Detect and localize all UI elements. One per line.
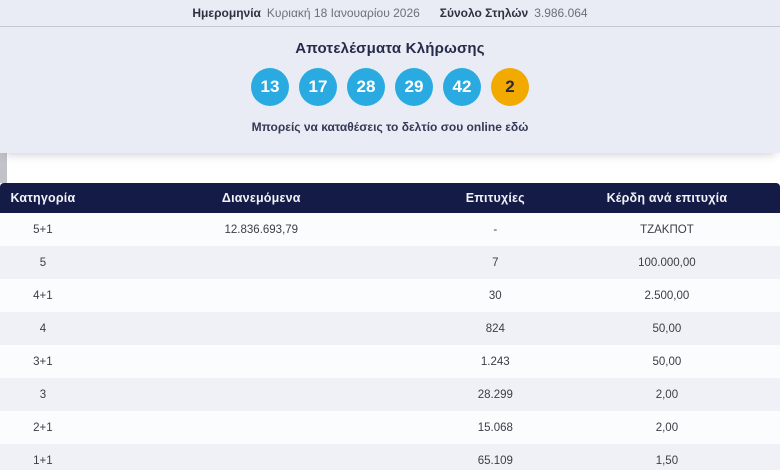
category-cell: 4+1 — [0, 279, 86, 312]
distributed-cell — [85, 378, 437, 411]
distributed-cell — [85, 345, 437, 378]
table-row: 4+1 30 2.500,00 — [0, 279, 780, 312]
total-columns-label: Σύνολο Στηλών — [439, 6, 529, 20]
deposit-online-link[interactable]: Μπορείς να καταθέσεις το δελτίο σου onli… — [251, 120, 529, 134]
winners-cell: 7 — [436, 246, 554, 279]
distributed-cell — [85, 411, 437, 444]
number-ball: 13 — [251, 68, 289, 106]
results-title: Αποτελέσματα Κλήρωσης — [295, 40, 485, 57]
table-row: 3 28.299 2,00 — [0, 378, 780, 411]
winners-cell: - — [436, 213, 554, 246]
category-cell: 5+1 — [0, 213, 86, 246]
winners-cell: 28.299 — [436, 378, 554, 411]
prize-cell: 100.000,00 — [553, 246, 780, 279]
winners-cell: 824 — [436, 312, 554, 345]
category-cell: 5 — [0, 246, 86, 279]
number-ball: 28 — [347, 68, 385, 106]
draw-results-panel: Αποτελέσματα Κλήρωσης 13 17 28 29 42 2 Μπορεί… — [0, 27, 780, 153]
table-row: 5+1 12.836.693,79- ΤΖΑΚΠΟΤ — [0, 213, 780, 246]
distributed-cell — [85, 312, 437, 345]
table-row: 2+1 15.068 2,00 — [0, 411, 780, 444]
distributed-cell: 12.836.693,79 — [85, 213, 437, 246]
winners-cell: 30 — [436, 279, 554, 312]
distributed-cell — [85, 444, 437, 470]
total-columns-value: 3.986.064 — [534, 6, 588, 20]
category-cell: 4 — [0, 312, 86, 345]
category-cell: 2+1 — [0, 411, 86, 444]
page-edge-sliver — [0, 153, 7, 183]
number-ball: 29 — [395, 68, 433, 106]
distributed-cell — [85, 279, 437, 312]
prize-cell: 50,00 — [553, 345, 780, 378]
number-ball: 42 — [443, 68, 481, 106]
prize-table: Κατηγορία Διανεμόμενα Επιτυχίες Κέρδη ανά ε… — [0, 183, 780, 470]
table-row: 5 7 100.000,00 — [0, 246, 780, 279]
column-header: Κέρδη ανά επιτυχία — [553, 183, 780, 213]
winners-cell: 65.109 — [436, 444, 554, 470]
winners-cell: 1.243 — [436, 345, 554, 378]
prize-cell: 2,00 — [553, 411, 780, 444]
column-header: Επιτυχίες — [436, 183, 554, 213]
column-header: Διανεμόμενα — [85, 183, 437, 213]
prize-table-container: Κατηγορία Διανεμόμενα Επιτυχίες Κέρδη ανά ε… — [0, 183, 780, 470]
draw-date-label: Ημερομηνία — [192, 6, 261, 20]
prize-cell: 1,50 — [553, 444, 780, 470]
prize-cell: 50,00 — [553, 312, 780, 345]
winners-cell: 15.068 — [436, 411, 554, 444]
category-cell: 1+1 — [0, 444, 86, 470]
column-header: Κατηγορία — [0, 183, 86, 213]
category-cell: 3+1 — [0, 345, 86, 378]
distributed-cell — [85, 246, 437, 279]
draw-info-bar: Ημερομηνία Κυριακή 18 Ιανουαρίου 2026 Σύ… — [0, 0, 780, 27]
number-ball: 17 — [299, 68, 337, 106]
prize-table-header-row: Κατηγορία Διανεμόμενα Επιτυχίες Κέρδη ανά ε… — [0, 183, 780, 213]
table-row: 1+1 65.109 1,50 — [0, 444, 780, 470]
prize-cell: 2.500,00 — [553, 279, 780, 312]
table-row: 4 824 50,00 — [0, 312, 780, 345]
prize-cell: 2,00 — [553, 378, 780, 411]
prize-cell: ΤΖΑΚΠΟΤ — [553, 213, 780, 246]
joker-ball: 2 — [491, 68, 529, 106]
drawn-numbers: 13 17 28 29 42 2 — [0, 68, 780, 106]
category-cell: 3 — [0, 378, 86, 411]
draw-date-value: Κυριακή 18 Ιανουαρίου 2026 — [266, 6, 420, 20]
table-row: 3+1 1.243 50,00 — [0, 345, 780, 378]
